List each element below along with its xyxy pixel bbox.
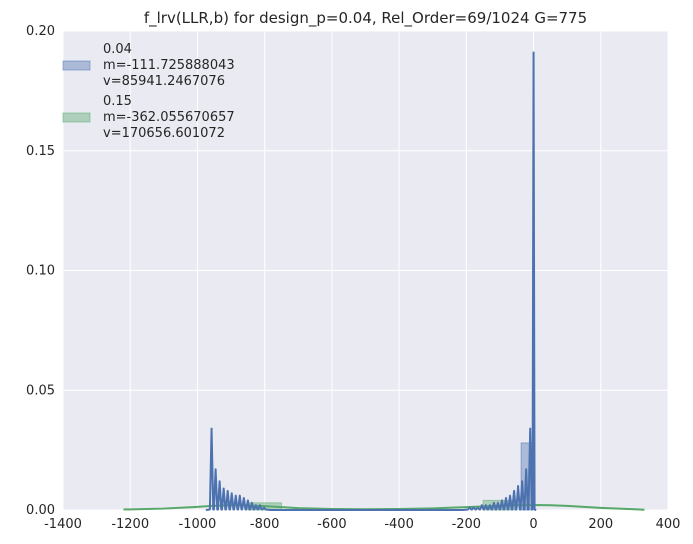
legend-label: 0.04 — [103, 42, 132, 57]
y-tick-label: 0.05 — [26, 383, 55, 398]
kde-lines — [123, 51, 645, 511]
x-tick-label: 400 — [656, 517, 681, 532]
x-tick-label: -1000 — [179, 517, 217, 532]
y-tick-label: 0.15 — [26, 144, 55, 159]
x-tick-label: 200 — [588, 517, 613, 532]
legend-label: m=-111.725888043 — [103, 58, 235, 73]
legend-label: v=170656.601072 — [103, 126, 225, 141]
legend-swatch-series-1 — [62, 60, 91, 71]
y-tick-labels: 0.00 0.05 0.10 0.15 0.20 — [26, 24, 55, 518]
y-tick-label: 0.20 — [26, 24, 55, 39]
legend-label: m=-362.055670657 — [103, 110, 235, 125]
x-tick-label: -400 — [384, 517, 414, 532]
x-tick-label: 0 — [529, 517, 537, 532]
x-tick-labels: -1400 -1200 -1000 -800 -600 -400 -200 0 200 400 — [44, 517, 680, 532]
legend-label: 0.15 — [103, 94, 132, 109]
kde-line-series-1 — [205, 51, 537, 511]
chart-title: f_lrv(LLR,b) for design_p=0.04, Rel_Orde… — [144, 9, 587, 28]
legend-label: v=85941.2467076 — [103, 74, 225, 89]
x-tick-label: -600 — [317, 517, 347, 532]
y-tick-label: 0.00 — [26, 503, 55, 518]
legend-swatch-series-2 — [62, 112, 91, 123]
x-tick-label: -1400 — [44, 517, 82, 532]
x-tick-label: -800 — [250, 517, 280, 532]
y-tick-label: 0.10 — [26, 264, 55, 279]
x-tick-label: -200 — [452, 517, 482, 532]
x-tick-label: -1200 — [111, 517, 149, 532]
legend: 0.04 m=-111.725888043 v=85941.2467076 0.1… — [62, 42, 235, 141]
